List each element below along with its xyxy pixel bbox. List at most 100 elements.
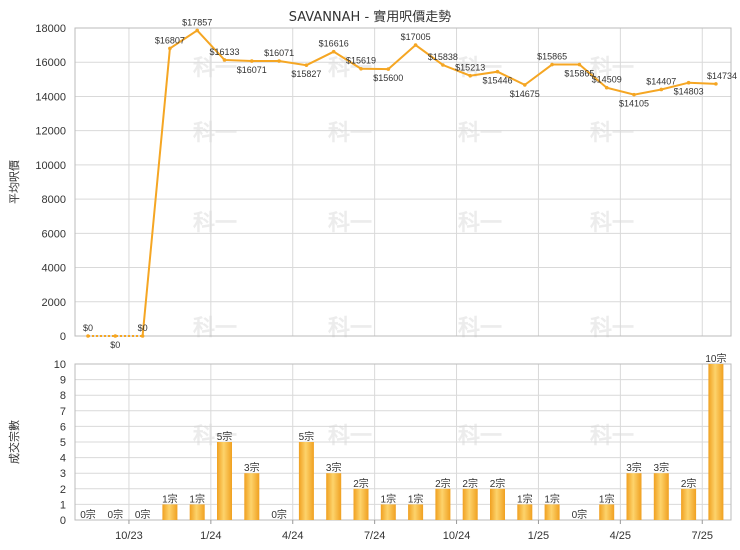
volume-bar [162, 504, 178, 520]
volume-bar-label: 2宗 [435, 477, 451, 490]
price-data-label: $15600 [373, 73, 403, 83]
price-y-tick-label: 6000 [42, 228, 66, 240]
price-point [250, 59, 254, 63]
price-point [386, 67, 391, 71]
price-y-tick-label: 4000 [42, 263, 66, 275]
volume-bar-label: 0宗 [572, 508, 588, 521]
price-point [468, 73, 473, 78]
volume-bar-label: 3宗 [654, 461, 670, 474]
volume-y-tick-label: 10 [54, 359, 66, 371]
volume-bar-label: 0宗 [108, 508, 124, 521]
watermark-text: 科一 [590, 210, 634, 235]
watermark-text: 科一 [328, 120, 372, 145]
price-data-label: $15838 [428, 52, 458, 62]
price-y-tick-label: 2000 [42, 297, 66, 309]
bottom-watermarks: 科一 科一 科一 科一 [193, 423, 634, 448]
volume-bar-label: 10宗 [705, 352, 726, 365]
volume-bar-label: 2宗 [462, 477, 478, 490]
price-point [632, 92, 636, 97]
volume-y-tick-label: 0 [60, 515, 66, 527]
price-data-label: $15827 [291, 69, 321, 79]
volume-y-tick-label: 8 [60, 390, 66, 402]
watermark-text: 科一 [328, 55, 372, 80]
volume-bar-label: 1宗 [544, 492, 560, 505]
volume-bar-label: 2宗 [490, 477, 506, 490]
price-data-label: $14407 [646, 76, 676, 86]
price-data-label: $17005 [401, 32, 431, 42]
volume-bar [353, 488, 369, 520]
volume-bar-label: 5宗 [217, 430, 233, 443]
watermark-text: 科一 [328, 210, 372, 235]
volume-bar [708, 364, 724, 520]
price-data-label: $16616 [319, 39, 349, 49]
price-data-label: $14105 [619, 99, 649, 109]
volume-y-tick-label: 2 [60, 484, 66, 496]
volume-chart-frame [74, 363, 732, 521]
watermark-text: 科一 [590, 120, 634, 145]
price-point [168, 46, 172, 51]
volume-bar-label: 1宗 [599, 492, 615, 505]
volume-bar [326, 473, 342, 520]
volume-bar [626, 473, 642, 520]
x-tick-label: 4/24 [282, 530, 303, 542]
x-tick-label: 4/25 [610, 530, 631, 542]
price-point [86, 334, 90, 338]
x-tick-label: 10/24 [443, 530, 471, 542]
price-data-label: $14803 [674, 87, 704, 97]
price-series [86, 28, 718, 338]
price-data-label: $0 [83, 323, 93, 333]
volume-y-tick-label: 6 [60, 421, 66, 433]
price-y-tick-label: 16000 [35, 57, 66, 69]
watermark-text: 科一 [328, 423, 372, 448]
price-point [140, 334, 145, 338]
price-point [304, 63, 309, 67]
volume-bar [408, 504, 424, 520]
volume-bar-label: 2宗 [353, 477, 369, 490]
price-y-tick-label: 0 [60, 331, 66, 343]
price-data-label: $16071 [237, 65, 267, 75]
price-point [495, 69, 500, 74]
price-point [441, 63, 445, 67]
price-data-label: $14734 [707, 71, 737, 81]
x-axis-ticks: 10/23 1/24 4/24 7/24 10/24 1/25 4/25 7/25 [115, 520, 713, 542]
volume-bar [462, 488, 478, 520]
volume-bar-label: 1宗 [189, 492, 205, 505]
volume-bar [517, 504, 533, 520]
price-y-tick-label: 10000 [35, 160, 66, 172]
watermark-text: 科一 [193, 55, 237, 80]
price-data-label: $0 [110, 340, 120, 350]
price-data-label: $14509 [592, 75, 622, 85]
price-data-label: $14675 [510, 89, 540, 99]
volume-bar [599, 504, 615, 520]
volume-bars [162, 364, 724, 520]
price-line [141, 29, 716, 337]
price-point [359, 66, 363, 71]
volume-y-tick-label: 3 [60, 468, 66, 480]
watermark-text: 科一 [458, 210, 502, 235]
watermark-text: 科一 [458, 423, 502, 448]
volume-bar-labels: 0宗 0宗 0宗 1宗 1宗 5宗 3宗 0宗 5宗 3宗 2宗 1宗 1宗 2宗 2宗 2宗 1宗 1宗 0宗 1宗… [80, 352, 726, 521]
volume-y-tick-label: 4 [60, 453, 66, 465]
price-data-label: $15865 [564, 69, 594, 79]
price-y-tick-label: 14000 [35, 91, 66, 103]
volume-y-tick-label: 9 [60, 375, 66, 387]
x-tick-label: 1/24 [200, 530, 221, 542]
volume-bar-label: 2宗 [681, 477, 697, 490]
x-tick-label: 7/25 [692, 530, 713, 542]
volume-bar [298, 442, 314, 520]
volume-bar [217, 442, 232, 520]
price-point [577, 62, 582, 67]
watermark-text: 科一 [590, 423, 634, 448]
price-point [222, 58, 227, 62]
price-chart-frame [74, 27, 732, 337]
volume-bar [681, 488, 697, 520]
volume-bar-label: 3宗 [626, 461, 642, 474]
price-data-label: $15446 [482, 76, 512, 86]
volume-bar-label: 3宗 [244, 461, 260, 474]
price-y-axis-label: 平均呎價 [7, 160, 21, 204]
price-point [714, 82, 718, 86]
price-data-label: $16807 [155, 35, 185, 45]
price-point [686, 80, 691, 85]
volume-bar-label: 0宗 [271, 508, 287, 521]
